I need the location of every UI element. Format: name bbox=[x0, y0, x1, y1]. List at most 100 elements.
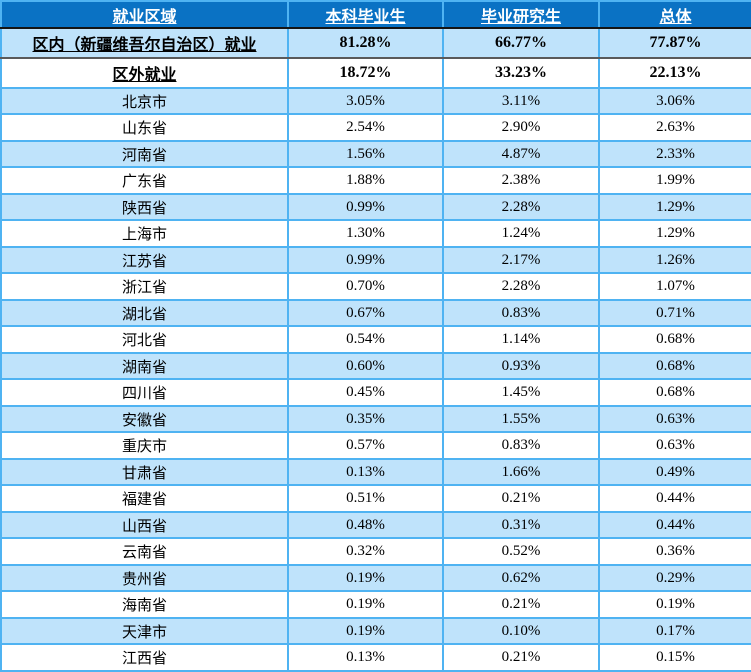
value-cell: 0.68% bbox=[598, 351, 751, 381]
value-cell: 1.99% bbox=[598, 166, 751, 195]
value-cell: 0.68% bbox=[598, 325, 751, 354]
value-cell: 0.48% bbox=[287, 510, 444, 540]
value-cell: 1.26% bbox=[598, 245, 751, 275]
value-cell: 1.14% bbox=[442, 325, 600, 354]
value-cell: 2.33% bbox=[598, 139, 751, 169]
value-cell: 0.44% bbox=[598, 510, 751, 540]
value-cell: 0.99% bbox=[287, 245, 444, 275]
value-cell: 0.68% bbox=[598, 378, 751, 407]
value-cell: 0.49% bbox=[598, 457, 751, 487]
table-row: 北京市 3.05% 3.11% 3.06% bbox=[0, 86, 751, 116]
value-cell: 2.54% bbox=[287, 113, 444, 142]
value-cell: 81.28% bbox=[287, 27, 444, 59]
value-cell: 0.93% bbox=[442, 351, 600, 381]
table-row: 江苏省 0.99% 2.17% 1.26% bbox=[0, 245, 751, 275]
value-cell: 0.60% bbox=[287, 351, 444, 381]
value-cell: 1.55% bbox=[442, 404, 600, 434]
value-cell: 77.87% bbox=[598, 27, 751, 59]
table-body: 区内（新疆维吾尔自治区）就业 81.28% 66.77% 77.87% 区外就业 18.7… bbox=[0, 27, 751, 672]
value-cell: 2.90% bbox=[442, 113, 600, 142]
value-cell: 0.21% bbox=[442, 590, 600, 619]
region-cell: 北京市 bbox=[0, 86, 289, 116]
table-row: 福建省 0.51% 0.21% 0.44% bbox=[0, 484, 751, 513]
value-cell: 0.44% bbox=[598, 484, 751, 513]
value-cell: 0.35% bbox=[287, 404, 444, 434]
table-row: 浙江省 0.70% 2.28% 1.07% bbox=[0, 272, 751, 301]
table-row: 贵州省 0.19% 0.62% 0.29% bbox=[0, 563, 751, 593]
value-cell: 0.13% bbox=[287, 457, 444, 487]
value-cell: 0.21% bbox=[442, 484, 600, 513]
value-cell: 3.05% bbox=[287, 86, 444, 116]
table-row: 区外就业 18.72% 33.23% 22.13% bbox=[0, 56, 751, 89]
value-cell: 1.56% bbox=[287, 139, 444, 169]
region-cell: 河北省 bbox=[0, 325, 289, 354]
region-cell: 广东省 bbox=[0, 166, 289, 195]
value-cell: 33.23% bbox=[442, 56, 600, 89]
region-cell: 区外就业 bbox=[0, 56, 289, 89]
value-cell: 0.17% bbox=[598, 616, 751, 646]
value-cell: 0.19% bbox=[287, 563, 444, 593]
region-cell: 上海市 bbox=[0, 219, 289, 248]
value-cell: 0.71% bbox=[598, 298, 751, 328]
value-cell: 1.07% bbox=[598, 272, 751, 301]
table-row: 河北省 0.54% 1.14% 0.68% bbox=[0, 325, 751, 354]
value-cell: 3.06% bbox=[598, 86, 751, 116]
value-cell: 1.66% bbox=[442, 457, 600, 487]
value-cell: 0.31% bbox=[442, 510, 600, 540]
value-cell: 0.57% bbox=[287, 431, 444, 460]
table-row: 重庆市 0.57% 0.83% 0.63% bbox=[0, 431, 751, 460]
value-cell: 4.87% bbox=[442, 139, 600, 169]
region-cell: 区内（新疆维吾尔自治区）就业 bbox=[0, 27, 289, 59]
value-cell: 0.15% bbox=[598, 643, 751, 672]
value-cell: 0.21% bbox=[442, 643, 600, 672]
region-cell: 陕西省 bbox=[0, 192, 289, 222]
value-cell: 0.62% bbox=[442, 563, 600, 593]
value-cell: 18.72% bbox=[287, 56, 444, 89]
column-header: 本科毕业生 bbox=[287, 0, 444, 29]
region-cell: 福建省 bbox=[0, 484, 289, 513]
value-cell: 0.19% bbox=[598, 590, 751, 619]
region-cell: 贵州省 bbox=[0, 563, 289, 593]
region-cell: 江苏省 bbox=[0, 245, 289, 275]
value-cell: 2.17% bbox=[442, 245, 600, 275]
value-cell: 0.63% bbox=[598, 431, 751, 460]
value-cell: 0.32% bbox=[287, 537, 444, 566]
region-cell: 湖北省 bbox=[0, 298, 289, 328]
value-cell: 1.29% bbox=[598, 219, 751, 248]
value-cell: 2.28% bbox=[442, 272, 600, 301]
region-cell: 天津市 bbox=[0, 616, 289, 646]
header-row: 就业区域 本科毕业生 毕业研究生 总体 bbox=[0, 0, 751, 29]
table-row: 上海市 1.30% 1.24% 1.29% bbox=[0, 219, 751, 248]
region-cell: 浙江省 bbox=[0, 272, 289, 301]
value-cell: 1.24% bbox=[442, 219, 600, 248]
table-row: 江西省 0.13% 0.21% 0.15% bbox=[0, 643, 751, 672]
table-row: 湖南省 0.60% 0.93% 0.68% bbox=[0, 351, 751, 381]
region-cell: 山西省 bbox=[0, 510, 289, 540]
value-cell: 0.13% bbox=[287, 643, 444, 672]
table-row: 河南省 1.56% 4.87% 2.33% bbox=[0, 139, 751, 169]
value-cell: 0.83% bbox=[442, 298, 600, 328]
value-cell: 0.51% bbox=[287, 484, 444, 513]
value-cell: 1.29% bbox=[598, 192, 751, 222]
value-cell: 0.83% bbox=[442, 431, 600, 460]
value-cell: 3.11% bbox=[442, 86, 600, 116]
value-cell: 0.54% bbox=[287, 325, 444, 354]
table-row: 海南省 0.19% 0.21% 0.19% bbox=[0, 590, 751, 619]
column-header: 就业区域 bbox=[0, 0, 289, 29]
region-cell: 重庆市 bbox=[0, 431, 289, 460]
column-header: 毕业研究生 bbox=[442, 0, 600, 29]
value-cell: 1.30% bbox=[287, 219, 444, 248]
value-cell: 0.19% bbox=[287, 590, 444, 619]
value-cell: 1.88% bbox=[287, 166, 444, 195]
table-row: 山西省 0.48% 0.31% 0.44% bbox=[0, 510, 751, 540]
table-row: 四川省 0.45% 1.45% 0.68% bbox=[0, 378, 751, 407]
value-cell: 0.63% bbox=[598, 404, 751, 434]
value-cell: 0.10% bbox=[442, 616, 600, 646]
value-cell: 0.45% bbox=[287, 378, 444, 407]
table-row: 湖北省 0.67% 0.83% 0.71% bbox=[0, 298, 751, 328]
region-cell: 安徽省 bbox=[0, 404, 289, 434]
value-cell: 0.99% bbox=[287, 192, 444, 222]
value-cell: 66.77% bbox=[442, 27, 600, 59]
value-cell: 22.13% bbox=[598, 56, 751, 89]
